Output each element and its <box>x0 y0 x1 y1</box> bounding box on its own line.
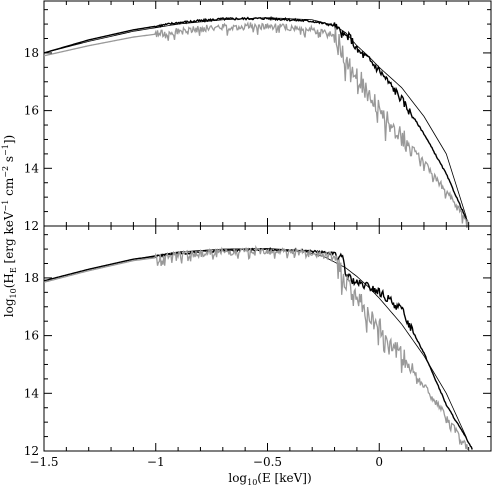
bottom-panel: 12 14 16 18 −1.5 −1 −0.5 0 <box>24 225 492 469</box>
y-axis-label-units2: cm <box>2 177 16 200</box>
y-axis-label: log10(HE [erg keV−1 cm−2 s−1]) <box>1 135 18 317</box>
y-tick-label: 12 <box>24 444 39 458</box>
series-line-gray <box>43 244 469 452</box>
y-tick-label: 14 <box>24 386 40 400</box>
x-axis-label-subscript: 10 <box>247 478 257 487</box>
y-axis-label-close: ]) <box>2 135 16 144</box>
series-line-smooth <box>43 17 467 218</box>
plot-frame <box>43 225 492 452</box>
y-axis-label-units3: s <box>2 156 16 166</box>
y-axis-label-open: (H <box>2 273 16 288</box>
x-tick-label: −0.5 <box>253 455 282 469</box>
x-axis-label-prefix: log <box>228 471 247 485</box>
y-axis-label-units1: [erg keV <box>2 211 16 267</box>
series-line-thick <box>43 246 473 450</box>
x-tick-label: 0 <box>375 455 383 469</box>
y-tick-label: 18 <box>24 46 39 60</box>
y-axis-label-subscript: 10 <box>9 288 18 298</box>
y-tick-label: 16 <box>24 329 39 343</box>
top-panel: 12 14 16 18 <box>24 0 492 233</box>
y-axis-label-sup2: −2 <box>1 166 10 178</box>
y-tick-label: 14 <box>24 161 40 175</box>
y-axis-label-sup3: −1 <box>1 144 10 156</box>
y-axis-label-subscript-e: E <box>9 267 18 273</box>
y-axis-label-prefix: log <box>2 298 16 317</box>
x-axis-label: log10(E [keV]) <box>228 471 311 487</box>
y-tick-label: 18 <box>24 271 39 285</box>
y-axis-label-sup1: −1 <box>1 200 10 212</box>
series-line-thick <box>43 15 469 223</box>
series-line-smooth <box>43 248 467 438</box>
series-line-gray <box>43 21 469 228</box>
y-tick-label: 12 <box>24 219 39 233</box>
x-tick-label: −1.5 <box>29 455 58 469</box>
y-tick-label: 16 <box>24 104 39 118</box>
x-tick-label: −1 <box>147 455 165 469</box>
x-axis-label-rest: (E [keV]) <box>257 471 311 485</box>
